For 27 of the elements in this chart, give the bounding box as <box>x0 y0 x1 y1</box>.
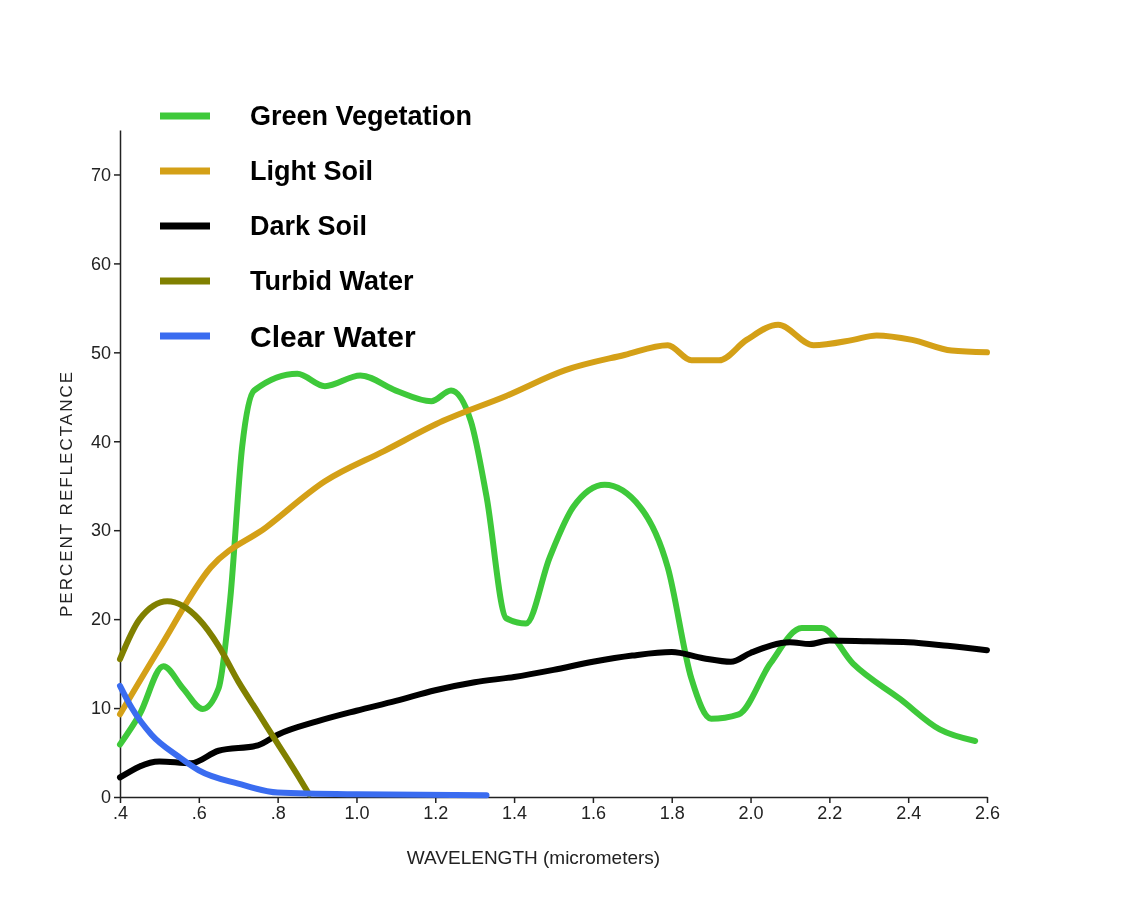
x-tick-label: 2.0 <box>738 802 764 823</box>
y-tick-label: 40 <box>90 431 111 452</box>
y-tick-label: 0 <box>100 787 111 808</box>
y-tick-label: 20 <box>90 609 111 630</box>
x-tick-label: 1.0 <box>344 802 370 823</box>
legend-label: Dark Soil <box>250 211 368 242</box>
x-tick-label: 2.2 <box>817 802 843 823</box>
legend-label: Light Soil <box>250 156 373 187</box>
legend-label: Turbid Water <box>250 266 414 297</box>
x-tick-label: 2.6 <box>974 802 1001 823</box>
x-tick-label: 1.4 <box>502 802 528 823</box>
legend-label: Clear Water <box>250 319 416 353</box>
x-tick-label: .8 <box>270 802 286 823</box>
legend-label: Green Vegetation <box>250 101 473 132</box>
y-tick-label: 60 <box>90 253 111 274</box>
x-tick-label: 2.4 <box>896 802 922 823</box>
x-axis-title: WAVELENGTH (micrometers) <box>406 847 661 868</box>
y-tick-label: 30 <box>90 520 111 541</box>
y-tick-label: 50 <box>90 342 111 363</box>
x-tick-label: 1.6 <box>580 802 606 823</box>
x-tick-label: .6 <box>191 802 207 823</box>
x-tick-label: 1.8 <box>659 802 685 823</box>
y-tick-label: 70 <box>90 164 111 185</box>
y-tick-label: 10 <box>90 698 111 719</box>
x-tick-label: 1.2 <box>423 802 449 823</box>
x-tick-label: .4 <box>112 802 129 823</box>
y-axis-title: PERCENT REFLECTANCE <box>57 369 76 618</box>
